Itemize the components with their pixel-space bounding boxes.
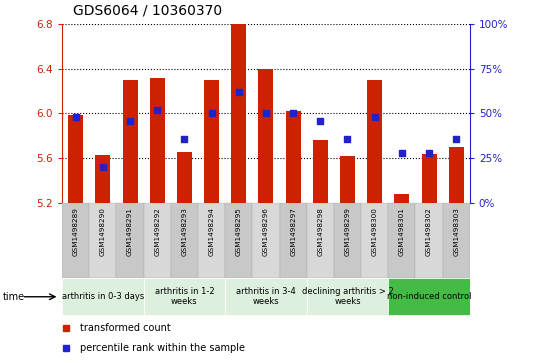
Text: GSM1498294: GSM1498294	[208, 207, 214, 256]
Bar	[286, 111, 301, 203]
FancyBboxPatch shape	[62, 203, 89, 278]
Point	[289, 110, 298, 116]
Bar	[394, 194, 409, 203]
Text: time: time	[3, 292, 25, 302]
Bar	[96, 155, 110, 203]
Point	[234, 89, 243, 95]
Text: GSM1498290: GSM1498290	[100, 207, 106, 256]
Text: GSM1498291: GSM1498291	[127, 207, 133, 256]
Point	[424, 150, 433, 156]
Bar	[449, 147, 464, 203]
Text: GSM1498289: GSM1498289	[73, 207, 79, 256]
FancyBboxPatch shape	[307, 203, 334, 278]
FancyBboxPatch shape	[89, 203, 117, 278]
Point	[153, 107, 161, 113]
Point	[261, 110, 270, 116]
Point	[452, 136, 461, 142]
Point	[180, 136, 189, 142]
Bar	[231, 24, 246, 203]
Bar	[259, 69, 273, 203]
FancyBboxPatch shape	[225, 278, 307, 315]
FancyBboxPatch shape	[415, 203, 443, 278]
FancyBboxPatch shape	[388, 203, 415, 278]
Bar	[340, 156, 355, 203]
Bar	[204, 80, 219, 203]
Text: GSM1498295: GSM1498295	[236, 207, 242, 256]
FancyBboxPatch shape	[117, 203, 144, 278]
Bar	[150, 78, 165, 203]
Bar	[123, 80, 138, 203]
FancyBboxPatch shape	[252, 203, 280, 278]
FancyBboxPatch shape	[225, 203, 252, 278]
Text: GSM1498297: GSM1498297	[290, 207, 296, 256]
FancyBboxPatch shape	[280, 203, 307, 278]
FancyBboxPatch shape	[443, 203, 470, 278]
FancyBboxPatch shape	[171, 203, 198, 278]
Text: GSM1498301: GSM1498301	[399, 207, 405, 256]
FancyBboxPatch shape	[62, 278, 144, 315]
Text: GSM1498298: GSM1498298	[318, 207, 323, 256]
Text: arthritis in 1-2
weeks: arthritis in 1-2 weeks	[154, 287, 214, 306]
Text: non-induced control: non-induced control	[387, 292, 471, 301]
Point	[98, 164, 107, 170]
Bar	[68, 115, 83, 203]
FancyBboxPatch shape	[361, 203, 388, 278]
Text: GSM1498296: GSM1498296	[263, 207, 269, 256]
Point	[316, 118, 325, 123]
Text: GSM1498300: GSM1498300	[372, 207, 377, 256]
Bar	[313, 140, 328, 203]
Point	[126, 118, 134, 123]
FancyBboxPatch shape	[334, 203, 361, 278]
FancyBboxPatch shape	[388, 278, 470, 315]
Text: arthritis in 3-4
weeks: arthritis in 3-4 weeks	[236, 287, 296, 306]
Text: transformed count: transformed count	[80, 323, 171, 333]
Text: percentile rank within the sample: percentile rank within the sample	[80, 343, 246, 353]
Text: declining arthritis > 2
weeks: declining arthritis > 2 weeks	[302, 287, 393, 306]
Bar	[422, 154, 436, 203]
Point	[71, 114, 80, 120]
FancyBboxPatch shape	[307, 278, 388, 315]
FancyBboxPatch shape	[144, 278, 225, 315]
Point	[207, 110, 216, 116]
Text: GDS6064 / 10360370: GDS6064 / 10360370	[73, 4, 222, 17]
Text: GSM1498299: GSM1498299	[345, 207, 350, 256]
Text: GSM1498303: GSM1498303	[453, 207, 459, 256]
Text: GSM1498292: GSM1498292	[154, 207, 160, 256]
Text: arthritis in 0-3 days: arthritis in 0-3 days	[62, 292, 144, 301]
FancyBboxPatch shape	[144, 203, 171, 278]
Text: GSM1498293: GSM1498293	[181, 207, 187, 256]
Text: GSM1498302: GSM1498302	[426, 207, 432, 256]
Point	[397, 150, 406, 156]
Point	[343, 136, 352, 142]
Bar	[177, 152, 192, 203]
Bar	[367, 80, 382, 203]
FancyBboxPatch shape	[198, 203, 225, 278]
Point	[370, 114, 379, 120]
